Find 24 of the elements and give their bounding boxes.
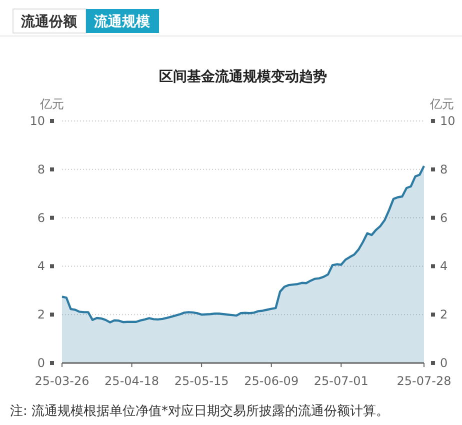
y2-tick-label: 8	[440, 162, 448, 176]
y2-axis-title: 亿元	[429, 97, 454, 111]
y-tick-label: 2	[37, 308, 45, 322]
chart-title: 区间基金流通规模变动趋势	[159, 68, 327, 85]
y-tick-label: 0	[37, 356, 45, 370]
y2-tick-label: 10	[440, 114, 456, 128]
y2-tick-label: 4	[440, 259, 448, 274]
x-tick-label: 25-05-15	[174, 374, 229, 388]
y-tick-label: 4	[37, 259, 45, 274]
x-tick-label: 25-07-28	[396, 374, 452, 388]
y-axis-title: 亿元	[39, 97, 64, 111]
text: 流通规模	[93, 13, 151, 30]
x-tick-label: 25-07-01	[314, 374, 368, 388]
text: 注: 流通规模根据单位净值*对应日期交易所披露的流通份额计算。	[10, 403, 390, 419]
y2-tick-label: 2	[440, 308, 448, 322]
y2-tick-label: 0	[440, 356, 448, 370]
y2-tick-label: 6	[440, 210, 448, 225]
x-tick-label: 25-03-26	[34, 374, 90, 388]
text: 流通份额	[20, 13, 78, 30]
y-tick-label: 10	[30, 114, 45, 128]
x-tick-label: 25-04-18	[104, 374, 160, 388]
x-tick-label: 25-06-09	[244, 374, 299, 388]
y-tick-label: 6	[37, 210, 45, 225]
y-tick-label: 8	[37, 162, 45, 176]
